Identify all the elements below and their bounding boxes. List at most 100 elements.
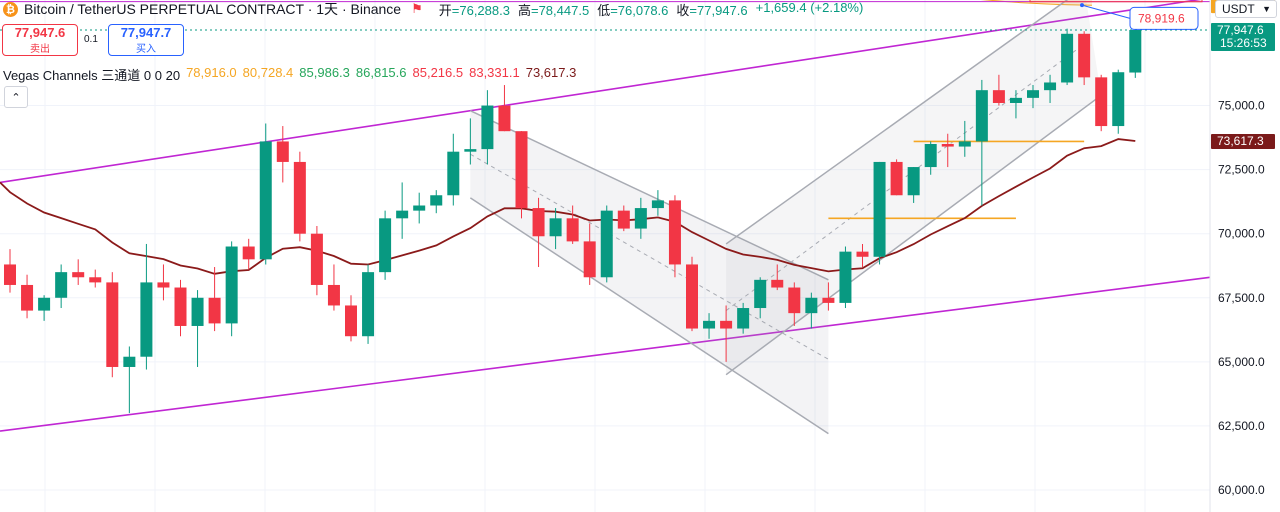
candle-up (481, 105, 494, 150)
buy-label: 买入 (136, 44, 156, 55)
sell-price: 77,947.6 (14, 25, 66, 40)
candle-down (720, 320, 733, 329)
candle-down (106, 282, 119, 367)
chart-header: ₿ Bitcoin / TetherUS PERPETUAL CONTRACT … (0, 0, 863, 18)
price-axis-label: 73,617.3 (1217, 134, 1264, 148)
candle-up (600, 210, 613, 278)
candle-up (123, 356, 136, 367)
y-tick-label: 67,500.0 (1218, 291, 1265, 305)
candle-down (174, 287, 187, 326)
descending-channel-lower (469, 197, 829, 435)
candle-up (362, 272, 375, 337)
sell-button[interactable]: 77,947.6 卖出 (2, 24, 78, 56)
candle-down (515, 131, 528, 209)
candle-up (259, 141, 272, 260)
flag-icon[interactable]: ⚑ (411, 1, 423, 16)
candle-down (89, 277, 102, 283)
price-axis-label-bg (1211, 23, 1275, 52)
y-tick-label: 75,000.0 (1218, 99, 1265, 113)
candle-up (549, 218, 562, 237)
candle-down (327, 284, 340, 306)
currency-select[interactable]: USDT ▼ (1215, 0, 1277, 18)
indicator-value: 78,916.0 (186, 65, 237, 80)
candle-up (191, 297, 204, 326)
candle-up (464, 149, 477, 152)
candle-up (754, 279, 767, 309)
price-axis: 60,000.0 62,500.0 65,000.0 67,500.0 70,000.0… (1209, 0, 1275, 512)
indicator-value: 86,815.6 (355, 65, 407, 80)
price-axis-label-bg (1211, 133, 1275, 149)
candle-up (55, 272, 68, 298)
candle-down (157, 282, 170, 288)
chevron-down-icon: ▼ (1262, 4, 1271, 14)
buy-price: 77,947.7 (120, 25, 172, 40)
candle-up (1112, 72, 1125, 127)
indicator-name: Vegas Channels 三通道 0 0 20 (3, 68, 181, 83)
candle-down (617, 210, 630, 229)
candle-up (1044, 82, 1057, 91)
bitcoin-icon: ₿ (3, 1, 18, 17)
indicator-value: 85,216.5 (412, 65, 464, 80)
candle-up (413, 205, 426, 211)
candle-up (38, 297, 51, 311)
candle-up (396, 210, 409, 219)
sell-label: 卖出 (30, 44, 50, 55)
candle-up (737, 308, 750, 329)
candle-down (72, 272, 85, 278)
candle-up (873, 161, 886, 257)
callout-bottom-box (1129, 6, 1199, 30)
symbol-title[interactable]: Bitcoin / TetherUS PERPETUAL CONTRACT · … (24, 1, 402, 17)
candle-down (822, 297, 835, 303)
y-tick-label: 60,000.0 (1218, 483, 1265, 497)
candle-up (430, 195, 443, 206)
candle-up (1061, 33, 1074, 83)
spread-value: 0.1 (84, 34, 98, 45)
descending-channel-upper (470, 109, 829, 281)
candle-down (771, 279, 784, 288)
high-readout: 高=78,447.5 (517, 2, 590, 18)
descending-channel-fill (470, 110, 829, 434)
indicator-value: 73,617.3 (525, 65, 577, 80)
candle-up (703, 320, 716, 329)
candles (4, 17, 1142, 414)
candle-down (686, 264, 698, 329)
y-tick-label: 62,500.0 (1218, 419, 1265, 433)
indicator-value: 85,986.3 (299, 65, 350, 80)
indicator-legend[interactable]: Vegas Channels 三通道 0 0 20 78,916.0 80,728… (3, 65, 582, 84)
candle-down (941, 143, 954, 147)
purple-trendline-lower (0, 276, 1211, 432)
candle-down (1095, 77, 1108, 127)
close-readout: 收=77,947.6 (676, 2, 748, 18)
price-axis-label: 77,947.6 (1217, 23, 1264, 37)
callout-bottom-leader (1081, 4, 1131, 19)
ohlc-readout: 开=76,288.3 高=78,447.5 低=76,078.6 收=77,94… (439, 0, 864, 19)
ascending-channel-mid (725, 43, 1085, 311)
countdown-label: 15:26:53 (1220, 36, 1267, 50)
candle-down (345, 305, 357, 337)
candle-down (788, 287, 801, 314)
ema-dark-red (0, 138, 1136, 275)
candle-up (634, 208, 647, 229)
candle-down (1078, 33, 1091, 78)
buy-button[interactable]: 77,947.7 买入 (108, 24, 184, 56)
purple-trendline-upper (0, 0, 1202, 184)
currency-label: USDT (1222, 2, 1255, 16)
change-readout: +1,659.4 (+2.18%) (755, 0, 864, 15)
candle-down (583, 241, 596, 278)
candle-up (379, 218, 392, 273)
low-readout: 低=76,078.6 (597, 2, 669, 18)
candle-down (856, 251, 869, 257)
y-tick-label: 72,500.0 (1218, 163, 1265, 177)
y-tick-label: 65,000.0 (1218, 355, 1265, 369)
candle-up (1009, 97, 1022, 103)
candle-down (293, 161, 306, 234)
candle-up (1027, 90, 1039, 98)
candle-down (21, 284, 34, 311)
candle-up (1129, 30, 1142, 73)
ascending-channel-upper (725, 0, 1069, 245)
candle-down (208, 297, 221, 324)
resonance-zone-box (1029, 0, 1203, 3)
collapse-icon[interactable]: ⌃ (4, 86, 28, 108)
candle-down (668, 200, 681, 265)
